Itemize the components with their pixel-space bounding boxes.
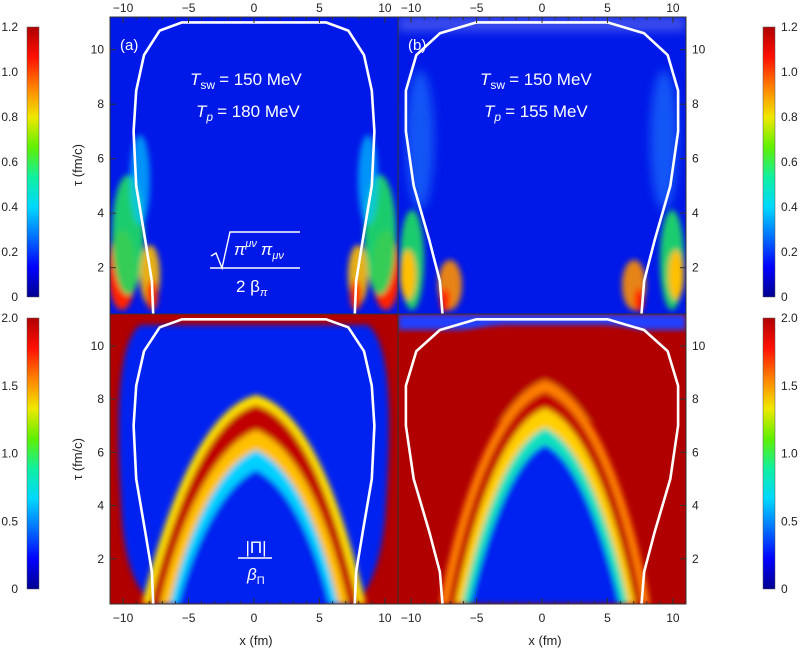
axes: −10 −10 −5 −5 0 0 5 5 10 10 −10 −10 −5 −5 0 0 5 5 10 10 2 2 4 4… — [91, 1, 706, 625]
x-tick-label-top: −10 — [113, 1, 134, 15]
y-tick-label: 10 — [91, 339, 105, 353]
colorbar-tick-label: 1.0 — [781, 65, 798, 79]
y-tick-label: 4 — [97, 206, 104, 220]
y-tick-label-right: 8 — [692, 97, 699, 111]
panel-label-b: (b) — [408, 37, 426, 54]
y-tick-label-right: 2 — [692, 552, 699, 566]
y-tick-label-right: 4 — [692, 206, 699, 220]
colorbar-tick-label: 0.6 — [781, 155, 798, 169]
colorbar-tick-label: 1.5 — [781, 379, 798, 393]
y-tick-label: 2 — [97, 552, 104, 566]
x-tick-label: 5 — [316, 611, 323, 625]
freezeout-curve-1-1 — [404, 318, 680, 605]
colorbar-1-0 — [26, 317, 40, 590]
x-tick-label: −5 — [470, 611, 484, 625]
colorbar-tick-label: 0.2 — [781, 245, 798, 259]
x-tick-label-top: 0 — [539, 1, 546, 15]
freezeout-curve-1-0 — [132, 318, 376, 605]
colorbar-tick-label: 1.2 — [1, 20, 18, 34]
x-tick-label-top: 5 — [604, 1, 611, 15]
y-tick-label: 8 — [97, 392, 104, 406]
colorbar-tick-label: 0.8 — [1, 110, 18, 124]
shear-numerator: πμν πμν — [234, 238, 284, 262]
x-tick-label-top: −10 — [401, 1, 422, 15]
y-tick-label: 2 — [97, 261, 104, 275]
x-tick-label: −10 — [113, 611, 134, 625]
x-tick-label-top: 5 — [316, 1, 323, 15]
bulk-numerator: |Π| — [245, 538, 266, 557]
x-tick-label: 0 — [539, 611, 546, 625]
colorbar-tick-label: 0.5 — [781, 514, 798, 528]
colorbar-tick-label: 0 — [11, 582, 18, 596]
x-tick-label: −5 — [182, 611, 196, 625]
panel-a-tp: Tp = 180 MeV — [196, 102, 300, 124]
colorbar-tick-label: 0 — [11, 290, 18, 304]
colorbar-tick-label: 0.4 — [1, 200, 18, 214]
y-tick-label-right: 6 — [692, 152, 699, 166]
y-tick-label: 6 — [97, 152, 104, 166]
colorbar-tick-label: 0.2 — [1, 245, 18, 259]
x-tick-label: −10 — [401, 611, 422, 625]
panel-d — [398, 314, 686, 604]
x-tick-label: 10 — [378, 611, 392, 625]
panel-a — [110, 17, 398, 314]
shear-denominator: 2 βπ — [236, 277, 268, 299]
panel-a-tsw: Tsw = 150 MeV — [190, 70, 302, 92]
colorbar-tick-label: 2.0 — [1, 311, 18, 325]
panel-b — [398, 17, 686, 314]
quantity-label-bulk: |Π| βΠ — [238, 538, 272, 587]
colorbar-0-0 — [26, 26, 40, 298]
colorbar-tick-label: 2.0 — [781, 311, 798, 325]
x-tick-label-top: −5 — [182, 1, 196, 15]
colorbar-tick-label: 1.0 — [1, 447, 18, 461]
x-tick-label: 0 — [251, 611, 258, 625]
x-tick-label: 10 — [666, 611, 680, 625]
y-tick-label: 8 — [97, 97, 104, 111]
y-tick-label-right: 8 — [692, 392, 699, 406]
y-tick-label: 10 — [91, 43, 105, 57]
y-tick-label-right: 6 — [692, 445, 699, 459]
x-tick-label: 5 — [604, 611, 611, 625]
panel-c — [110, 314, 398, 604]
panel-b-tsw: Tsw = 150 MeV — [480, 70, 592, 92]
colorbar-tick-label: 0.8 — [781, 110, 798, 124]
y-tick-label: 4 — [97, 499, 104, 513]
bulk-denominator: βΠ — [246, 565, 265, 587]
x-tick-label-top: 10 — [378, 1, 392, 15]
colorbar-0-1 — [762, 26, 776, 298]
y-tick-label-right: 2 — [692, 261, 699, 275]
panel-b-tp: Tp = 155 MeV — [484, 102, 588, 124]
x-axis-label-left: x (fm) — [239, 633, 272, 648]
y-tick-label-right: 4 — [692, 499, 699, 513]
panel-label-a: (a) — [120, 37, 138, 54]
colorbar-tick-label: 0 — [781, 290, 788, 304]
colorbar-tick-label: 0.5 — [1, 514, 18, 528]
quantity-label-shear: πμν πμν 2 βπ — [210, 231, 300, 299]
x-tick-label-top: −5 — [470, 1, 484, 15]
y-axis-label-bottom: τ (fm/c) — [70, 438, 85, 480]
colorbars: 0 0.2 0.4 0.6 0.8 1.0 1.2 0 0.2 0.4 0.6 0.8 1.0 1.2 0 0… — [1, 20, 798, 596]
y-tick-label-right: 10 — [692, 43, 706, 57]
colorbar-tick-label: 1.2 — [781, 20, 798, 34]
colorbar-tick-label: 1.0 — [1, 65, 18, 79]
colorbar-tick-label: 0.6 — [1, 155, 18, 169]
colorbar-tick-label: 0.4 — [781, 200, 798, 214]
y-axis-label-top: τ (fm/c) — [70, 144, 85, 186]
colorbar-tick-label: 0 — [781, 582, 788, 596]
y-tick-label: 6 — [97, 445, 104, 459]
x-axis-label-right: x (fm) — [528, 633, 561, 648]
colorbar-1-1 — [762, 317, 776, 590]
x-tick-label-top: 10 — [666, 1, 680, 15]
x-tick-label-top: 0 — [251, 1, 258, 15]
y-tick-label-right: 10 — [692, 339, 706, 353]
colorbar-tick-label: 1.0 — [781, 447, 798, 461]
colorbar-tick-label: 1.5 — [1, 379, 18, 393]
